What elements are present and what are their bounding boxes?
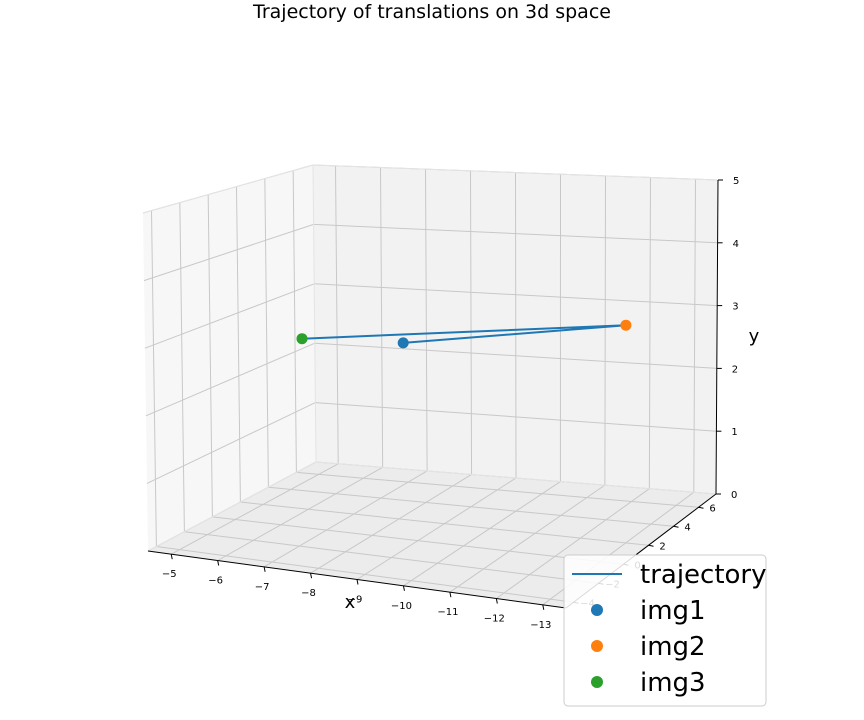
- z-grid-line-left: [292, 170, 297, 473]
- y-grid-line-back: [315, 402, 717, 432]
- y-tick-label: 2: [732, 364, 738, 375]
- y-grid-line-left: [145, 342, 315, 417]
- pane-edge: [142, 164, 314, 214]
- x-tick-label: −11: [437, 607, 458, 618]
- x-grid-line-floor: [263, 470, 428, 568]
- legend-frame: [563, 554, 767, 707]
- legend-label: img3: [640, 668, 706, 698]
- x-tick-mark: [542, 604, 545, 610]
- y-axis: 0 1 2 3 4 5: [715, 176, 739, 501]
- x-tick-label: −6: [208, 576, 223, 587]
- y-grid-line-back: [314, 283, 718, 307]
- legend-label: img1: [640, 596, 706, 626]
- x-grid-line-floor: [449, 484, 606, 593]
- x-tick-label: −13: [530, 620, 551, 631]
- z-tick-label: 4: [684, 522, 690, 533]
- x-tick-mark: [495, 598, 498, 604]
- z-tick-mark: [698, 506, 704, 509]
- x-tick-label: −5: [162, 569, 177, 580]
- x-tick-mark: [170, 554, 173, 560]
- y-tick-label: 1: [731, 427, 737, 438]
- x-grid-line-back: [604, 175, 606, 486]
- z-grid-line-left: [236, 186, 241, 503]
- legend: trajectory img1 img2 img3: [563, 554, 767, 707]
- x-grid-line-back: [380, 167, 384, 468]
- pane-edges: [142, 164, 719, 552]
- z-grid-line-left: [179, 202, 185, 532]
- x-tick-mark: [263, 566, 266, 572]
- x-tick-label: −10: [391, 601, 412, 612]
- z-grid-line-left: [264, 178, 269, 488]
- pane-edge: [312, 164, 317, 463]
- x-tick-label: −8: [301, 588, 316, 599]
- x-grid-line-floor: [217, 466, 383, 561]
- pane-left: [143, 165, 316, 551]
- z-grid-line-floor: [296, 471, 699, 508]
- z-grid-line-floor: [156, 546, 574, 603]
- x-grid-line-floor: [403, 481, 561, 587]
- y-tick-label: 0: [731, 490, 737, 501]
- z-tick-mark: [673, 525, 679, 528]
- y-grid-line-back: [313, 223, 718, 244]
- plot-series: [296, 319, 632, 349]
- x-grid-line-floor: [496, 488, 650, 599]
- x-grid-line-floor: [356, 477, 517, 580]
- x-grid-line-floor: [170, 463, 339, 555]
- x-tick-label: −7: [255, 582, 270, 593]
- img1-point: [397, 337, 409, 349]
- x-grid-line-back: [693, 179, 696, 493]
- legend-label: trajectory: [640, 560, 767, 590]
- x-grid-line-back: [515, 172, 517, 479]
- x-tick-mark: [310, 573, 313, 579]
- y-tick-label: 4: [733, 239, 739, 250]
- y-grid-line-left: [143, 223, 314, 282]
- z-grid-line-floor: [268, 486, 674, 527]
- pane-edge: [315, 461, 717, 495]
- x-tick-mark: [402, 585, 405, 591]
- y-axis-label: y: [749, 326, 760, 347]
- y-grid-line-back: [314, 342, 717, 369]
- pane-edge: [312, 164, 719, 181]
- legend-dot-marker: [591, 676, 603, 688]
- z-grid-line-left: [151, 210, 157, 547]
- img3-point: [296, 333, 308, 345]
- grid-lines: [142, 164, 719, 606]
- y-axis-line: [715, 179, 719, 495]
- x-axis: −5 −6 −7 −8 −9 −10 −11 −12 −13: [147, 550, 567, 631]
- z-tick-mark: [648, 544, 654, 547]
- x-grid-line-back: [470, 170, 473, 475]
- x-tick-label: −12: [484, 614, 505, 625]
- x-tick-mark: [356, 579, 359, 585]
- z-grid-line-floor: [212, 516, 624, 565]
- x-tick-mark: [217, 560, 220, 566]
- img2-point: [620, 319, 632, 331]
- legend-label: img2: [640, 632, 706, 662]
- x-grid-line-back: [335, 165, 339, 464]
- z-grid-line-left: [207, 194, 213, 517]
- z-tick-label: 6: [709, 503, 715, 514]
- x-axis-label: x: [345, 592, 356, 613]
- x-tick-mark: [449, 592, 452, 598]
- y-tick-label: 5: [733, 176, 739, 187]
- x-grid-line-floor: [310, 474, 472, 574]
- y-tick-label: 3: [732, 302, 738, 313]
- chart-title: Trajectory of translations on 3d space: [252, 1, 611, 23]
- z-grid-line-floor: [184, 531, 599, 584]
- x-grid-line-back: [648, 177, 651, 489]
- y-grid-line-left: [144, 283, 315, 349]
- z-tick-label: 2: [659, 541, 665, 552]
- z-grid-line-floor: [240, 501, 649, 546]
- x-tick-label: −9: [348, 595, 363, 606]
- x-grid-line-back: [425, 169, 428, 471]
- legend-dot-marker: [591, 604, 603, 616]
- pane-edge: [147, 461, 317, 552]
- y-grid-line-left: [146, 402, 316, 484]
- legend-dot-marker: [591, 640, 603, 652]
